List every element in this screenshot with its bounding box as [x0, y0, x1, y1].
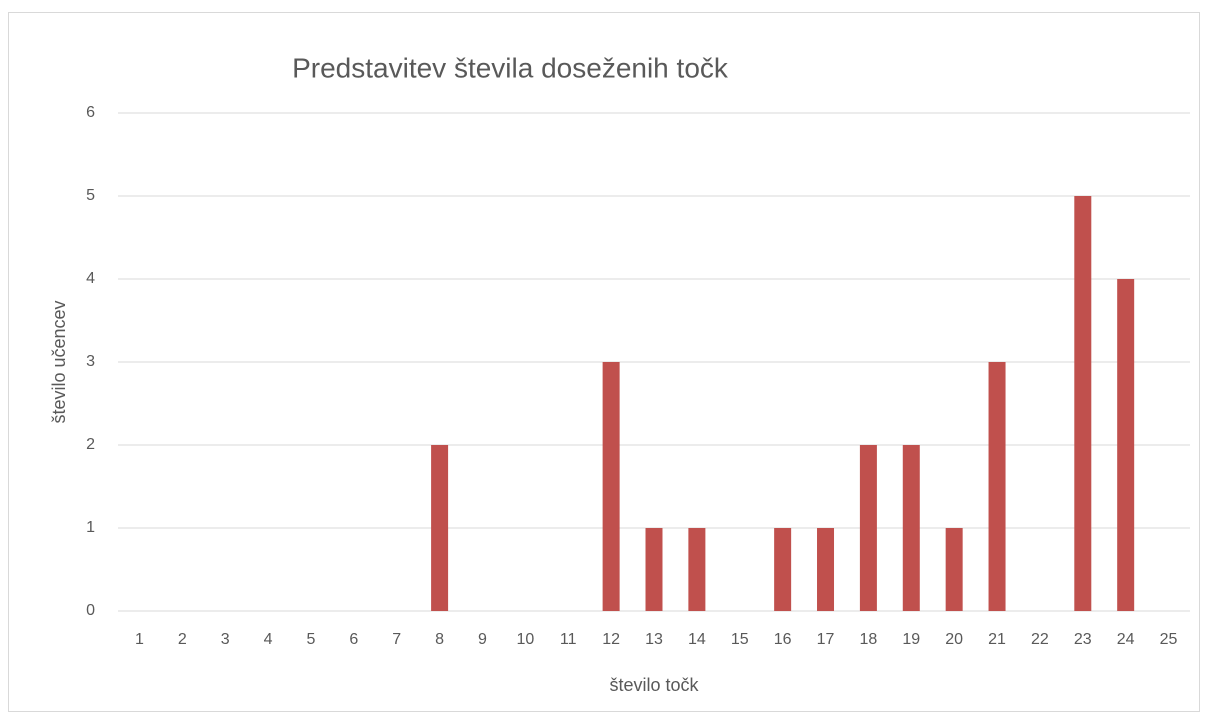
x-tick-label: 6	[349, 631, 358, 648]
chart-title: Predstavitev števila doseženih točk	[292, 52, 729, 83]
bar	[902, 445, 920, 611]
x-tick-label: 3	[221, 631, 230, 648]
x-tick-label: 11	[560, 631, 577, 648]
x-tick-label: 1	[135, 631, 144, 648]
x-tick-label: 5	[307, 631, 316, 648]
x-tick-label: 12	[602, 631, 620, 648]
bar	[1117, 279, 1135, 611]
bar	[774, 528, 792, 611]
y-tick-label: 5	[86, 187, 95, 204]
y-tick-label: 4	[86, 270, 95, 287]
x-tick-label: 7	[392, 631, 401, 648]
x-tick-label: 14	[688, 631, 706, 648]
x-tick-label: 18	[860, 631, 878, 648]
x-tick-label: 20	[945, 631, 963, 648]
y-tick-label: 6	[86, 104, 95, 121]
x-tick-label: 13	[645, 631, 663, 648]
bar	[988, 362, 1006, 611]
bar	[859, 445, 877, 611]
x-tick-label: 16	[774, 631, 792, 648]
x-axis-label: število točk	[609, 675, 699, 695]
y-axis-label: število učencev	[49, 300, 69, 423]
x-tick-label: 19	[902, 631, 920, 648]
x-tick-label: 25	[1160, 631, 1178, 648]
x-tick-label: 9	[478, 631, 487, 648]
x-tick-label: 22	[1031, 631, 1049, 648]
y-tick-label: 1	[86, 519, 95, 536]
y-tick-label: 3	[86, 353, 95, 370]
x-tick-label: 4	[264, 631, 273, 648]
x-tick-label: 21	[988, 631, 1006, 648]
x-tick-label: 23	[1074, 631, 1092, 648]
y-tick-label: 0	[86, 602, 95, 619]
x-tick-label: 8	[435, 631, 444, 648]
x-tick-label: 2	[178, 631, 187, 648]
x-tick-label: 10	[516, 631, 534, 648]
bar	[688, 528, 706, 611]
bar	[817, 528, 835, 611]
x-tick-label: 15	[731, 631, 749, 648]
bar	[1074, 196, 1092, 611]
bar	[645, 528, 663, 611]
bar	[431, 445, 449, 611]
x-tick-label: 17	[817, 631, 835, 648]
bar	[945, 528, 963, 611]
y-tick-label: 2	[86, 436, 95, 453]
x-tick-label: 24	[1117, 631, 1135, 648]
bar	[602, 362, 620, 611]
